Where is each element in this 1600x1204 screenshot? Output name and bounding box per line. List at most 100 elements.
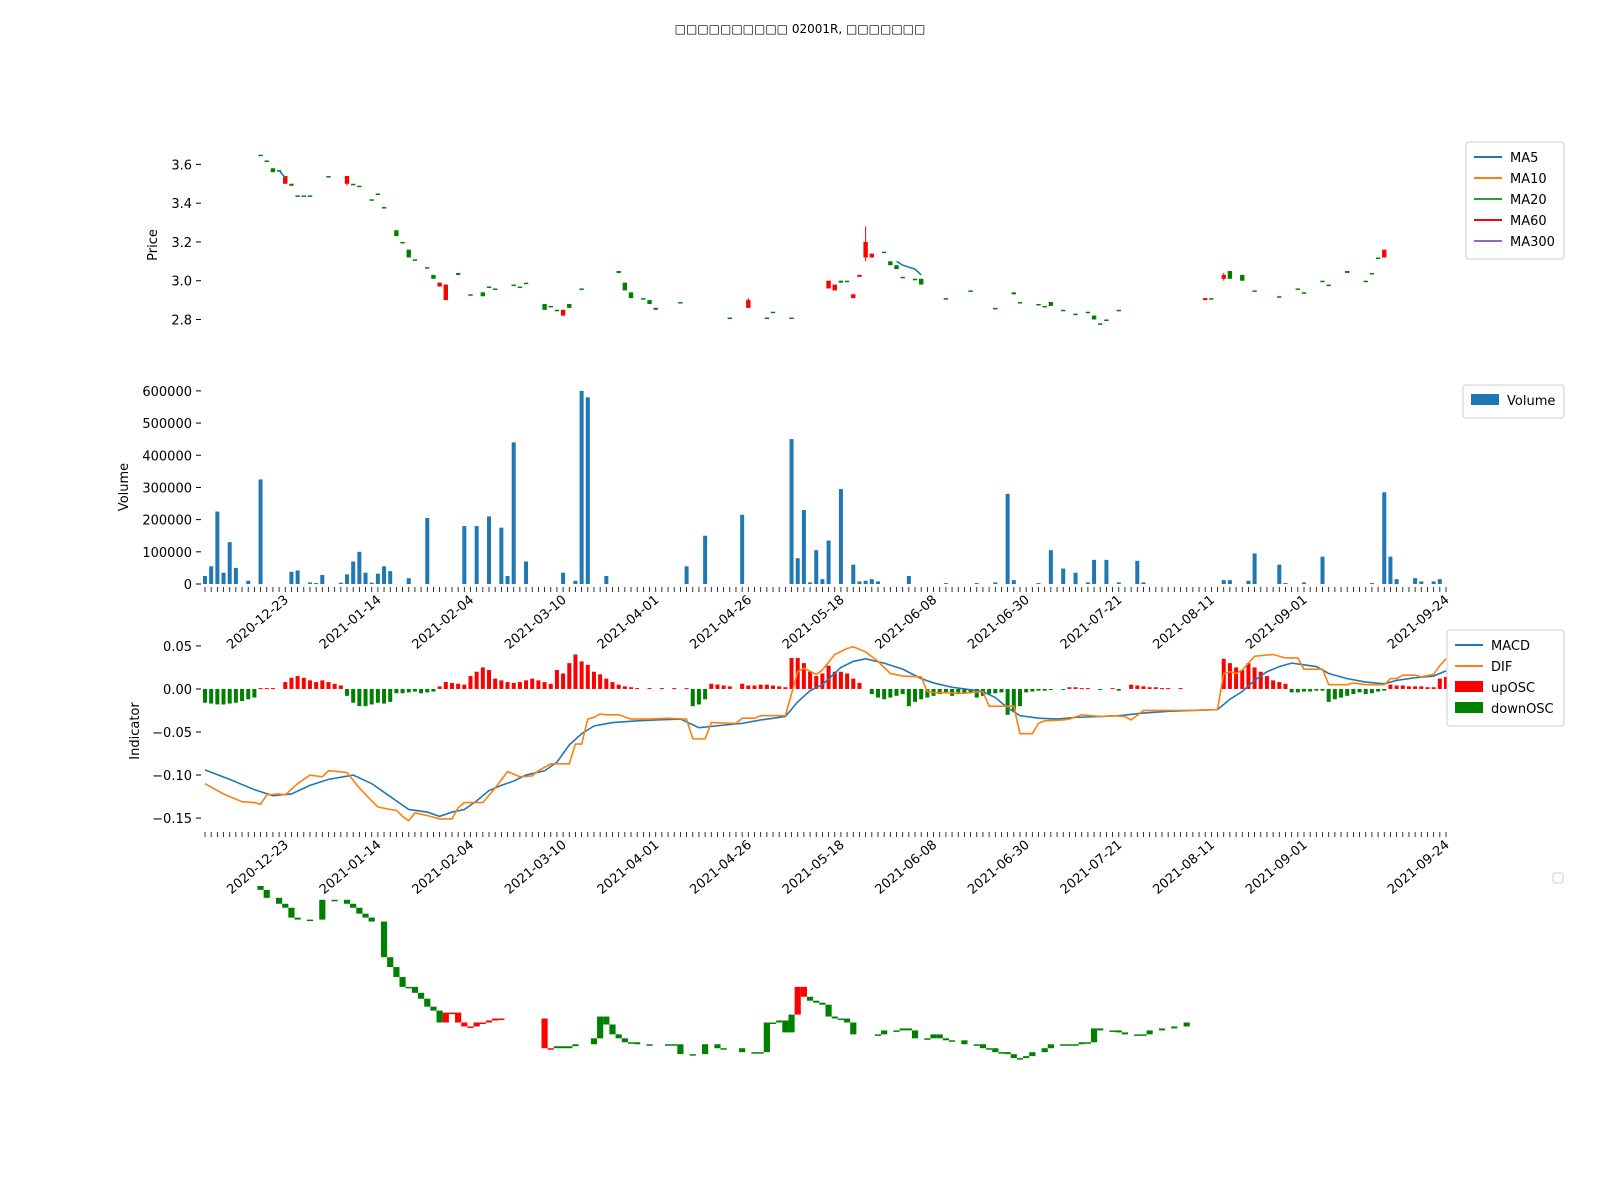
osc-up-bar (314, 682, 319, 689)
osc-down-bar (394, 688, 399, 694)
volume-x-axis-tick-label: 2021-09-01 (1243, 593, 1311, 653)
volume-bar (425, 518, 430, 584)
osc-up-bar (616, 684, 621, 689)
volume-x-axis-tick-label: 2021-05-18 (780, 593, 848, 653)
osc-up-bar (709, 683, 714, 689)
volume-bar (579, 390, 584, 584)
indicator-legend-swatch (1455, 702, 1483, 713)
step-bar (393, 967, 400, 977)
osc-up-bar (1431, 687, 1436, 689)
osc-up-bar (857, 682, 862, 689)
osc-up-bar (493, 678, 498, 689)
osc-down-bar (943, 688, 948, 693)
volume-x-axis-tick-label: 2021-01-14 (317, 593, 385, 653)
osc-up-bar (548, 683, 553, 689)
price-candle (480, 292, 486, 297)
price-legend-entry: MA60 (1510, 214, 1547, 229)
volume-bar (227, 542, 232, 584)
step-bar (671, 1044, 678, 1046)
price-candle (1363, 280, 1368, 283)
osc-up-bar (499, 680, 504, 689)
indicator-x-axis-tick-label: 2021-06-30 (965, 838, 1033, 898)
price-candle (1085, 311, 1091, 314)
price-candle (1326, 284, 1331, 287)
price-candle (1073, 313, 1078, 316)
volume-bar (974, 583, 979, 584)
price-candle (1116, 309, 1121, 312)
osc-up-bar (752, 685, 757, 689)
osc-up-bar (635, 688, 640, 690)
price-candle (727, 317, 733, 320)
volume-bar (499, 527, 504, 584)
osc-down-bar (252, 688, 257, 698)
step-bar (739, 1048, 746, 1053)
step-bar (1121, 1032, 1129, 1035)
step-bar (646, 1044, 653, 1046)
osc-up-bar (715, 684, 720, 689)
indicator-legend-entry: upOSC (1491, 681, 1535, 696)
volume-bar (1388, 556, 1393, 584)
volume-axis-tick-label: 200000 (142, 514, 192, 529)
step-bar (1010, 1054, 1017, 1059)
price-candle (375, 193, 381, 195)
step-bar (257, 885, 264, 890)
osc-up-bar (1283, 683, 1288, 689)
osc-down-bar (1048, 688, 1053, 690)
osc-down-bar (1098, 688, 1103, 690)
osc-down-bar (869, 688, 874, 695)
step-bar (782, 1020, 789, 1033)
price-candle (764, 317, 770, 320)
osc-down-bar (233, 688, 238, 703)
osc-up-bar (808, 671, 813, 689)
osc-up-bar (604, 678, 609, 689)
osc-up-bar (1110, 688, 1115, 690)
osc-up-bar (517, 682, 522, 689)
step-bar (547, 1048, 554, 1050)
price-candle (1048, 302, 1054, 306)
step-bar (479, 1022, 486, 1024)
step-bar (664, 1044, 672, 1046)
osc-up-bar (777, 686, 782, 689)
indicator-legend-entry: MACD (1491, 639, 1530, 654)
volume-bar (585, 397, 590, 584)
osc-up-bar (1388, 684, 1393, 689)
price-candle (270, 168, 276, 173)
osc-down-bar (400, 688, 405, 694)
step-bar (263, 889, 270, 898)
osc-down-bar (875, 688, 880, 698)
price-candle (289, 183, 294, 186)
chart-title: □□□□□□□□□□ 02001R, □□□□□□□ (675, 22, 926, 36)
price-candle (1240, 274, 1245, 281)
volume-legend-swatch (1471, 394, 1499, 405)
step-bar (757, 1052, 764, 1054)
osc-up-bar (771, 685, 776, 689)
osc-up-bar (727, 686, 732, 689)
osc-down-bar (937, 688, 942, 695)
osc-up-bar (1129, 684, 1134, 689)
step-bar (936, 1034, 943, 1039)
step-bar (769, 1022, 777, 1024)
volume-bar (838, 489, 843, 584)
indicator-axis-tick-label: −0.10 (152, 769, 192, 784)
price-candle (295, 195, 300, 197)
price-candle (437, 282, 442, 287)
volume-axis-tick-label: 0 (184, 578, 192, 593)
step-bar (411, 986, 419, 993)
step-bar (788, 1014, 795, 1033)
volume-x-axis-tick-label: 2020-12-23 (224, 593, 292, 653)
step-bar (1072, 1044, 1079, 1046)
price-candle (900, 276, 905, 279)
volume-bar (740, 514, 745, 584)
osc-up-bar (487, 670, 492, 689)
indicator-x-axis-tick-label: 2021-08-11 (1150, 838, 1218, 898)
step-bar (1158, 1028, 1166, 1031)
price-candle (1369, 272, 1375, 275)
step-bar (850, 1022, 857, 1035)
indicator-x-axis-tick-label: 2021-07-21 (1058, 838, 1126, 898)
volume-bar (314, 583, 319, 584)
volume-x-axis-tick-label: 2021-09-24 (1385, 593, 1453, 653)
volume-bar (511, 442, 516, 584)
step-bar (473, 1022, 480, 1027)
step-bar (837, 1018, 845, 1021)
price-candle (326, 176, 331, 178)
